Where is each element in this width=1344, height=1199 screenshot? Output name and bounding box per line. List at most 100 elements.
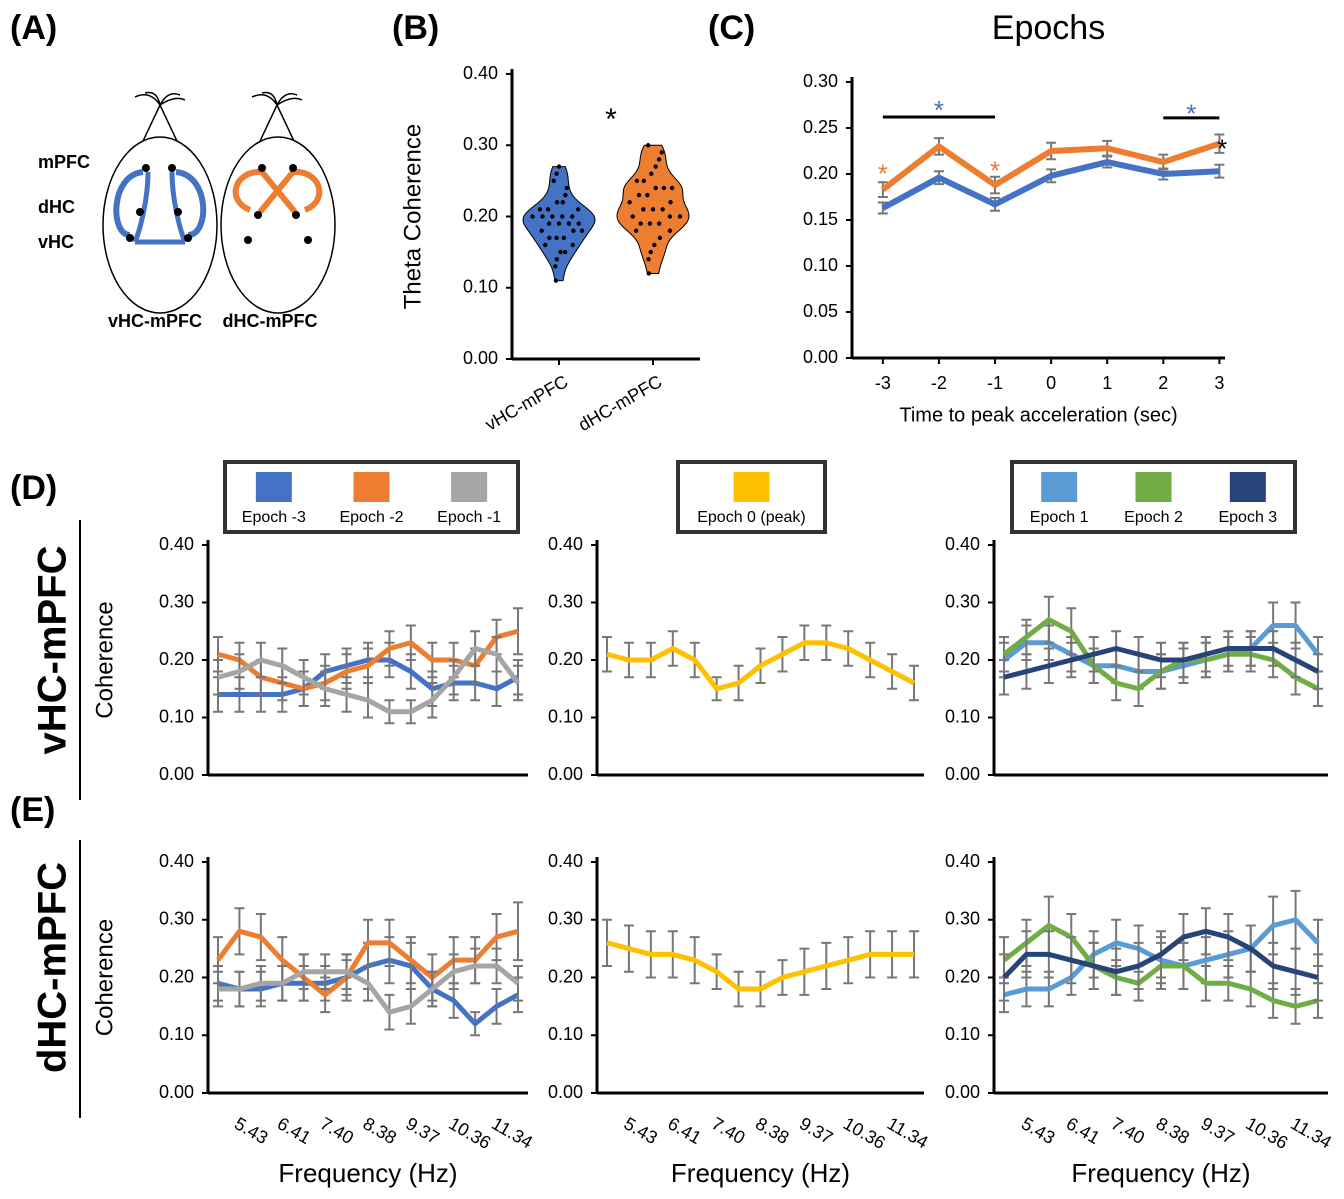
data-point [553, 264, 557, 268]
x-tick-label: 1 [1102, 373, 1112, 393]
panel-label: (E) [10, 791, 55, 829]
x-tick-label: -3 [875, 373, 891, 393]
legend-label: Epoch 2 [1124, 509, 1183, 526]
data-point [649, 250, 653, 254]
data-point [645, 193, 649, 197]
data-point [563, 250, 567, 254]
y-tick-label: 0.30 [548, 909, 583, 929]
y-tick-label: 0.20 [159, 649, 194, 669]
data-point [668, 214, 672, 218]
y-tick-label: 0.30 [463, 134, 498, 154]
data-point [668, 229, 672, 233]
region-label: mPFC [38, 152, 90, 172]
data-point [571, 229, 575, 233]
x-tick-label: dHC-mPFC [575, 371, 666, 435]
data-point [627, 200, 631, 204]
y-tick-label: 0.20 [803, 163, 838, 183]
y-tick-label: 0.10 [548, 706, 583, 726]
data-point [563, 193, 567, 197]
y-tick-label: 0.20 [159, 966, 194, 986]
y-axis-label: Theta Coherence [399, 124, 426, 309]
y-axis-label: Coherence [91, 919, 118, 1036]
legend-label: Epoch 0 (peak) [697, 509, 806, 526]
panel-label: (A) [10, 9, 57, 47]
y-tick-label: 0.30 [159, 909, 194, 929]
x-tick-label: 7.40 [1108, 1113, 1148, 1148]
data-point [561, 200, 565, 204]
chart-title: Epochs [992, 9, 1105, 47]
data-point [641, 207, 645, 211]
data-point [560, 214, 564, 218]
y-tick-label: 0.05 [803, 301, 838, 321]
y-tick-label: 0.40 [159, 851, 194, 871]
y-tick-label: 0.00 [463, 348, 498, 368]
pathway-label: dHC-mPFC [223, 311, 318, 331]
data-point [631, 214, 635, 218]
x-tick-label: 0 [1046, 373, 1056, 393]
x-tick-label: 8.38 [1153, 1113, 1193, 1148]
data-point [543, 243, 547, 247]
data-point [660, 150, 664, 154]
x-axis-label: Frequency (Hz) [671, 1158, 850, 1188]
legend-label: Epoch 3 [1218, 509, 1277, 526]
data-point [646, 257, 650, 261]
x-axis-label: Frequency (Hz) [1071, 1158, 1250, 1188]
y-tick-label: 0.25 [803, 117, 838, 137]
y-tick-label: 0.10 [548, 1024, 583, 1044]
x-tick-label: 9.37 [402, 1113, 442, 1148]
data-point [546, 207, 550, 211]
y-tick-label: 0.20 [548, 966, 583, 986]
y-tick-label: 0.00 [803, 347, 838, 367]
x-tick-label: 10.36 [840, 1113, 889, 1153]
panel-label: (D) [10, 469, 57, 507]
region-label: vHC [38, 232, 74, 252]
x-tick-label: 6.41 [274, 1113, 314, 1148]
y-tick-label: 0.40 [945, 851, 980, 871]
x-tick-label: -2 [931, 373, 947, 393]
data-point [670, 186, 674, 190]
row-label: dHC-mPFC [31, 862, 75, 1073]
x-tick-label: 10.36 [1242, 1113, 1291, 1153]
y-tick-label: 0.10 [803, 255, 838, 275]
y-tick-label: 0.00 [945, 764, 980, 784]
figure: (A) mPFC dHC vHC vHC-mPFC dHC-mPFC (B)0.… [0, 0, 1344, 1199]
x-tick-label: 5.43 [1018, 1113, 1058, 1148]
data-point [557, 164, 561, 168]
legend-swatch [1041, 472, 1077, 502]
data-point [547, 236, 551, 240]
y-tick-label: 0.30 [945, 591, 980, 611]
x-tick-label: vHC-mPFC [482, 371, 572, 434]
y-tick-label: 0.40 [548, 534, 583, 554]
x-tick-label: 8.38 [752, 1113, 792, 1148]
legend-swatch [354, 472, 390, 502]
data-point [638, 221, 642, 225]
brain-right [221, 137, 335, 313]
data-point [570, 214, 574, 218]
data-point [552, 179, 556, 183]
data-point [637, 193, 641, 197]
x-tick-label: 11.34 [488, 1113, 536, 1152]
row-label: vHC-mPFC [31, 546, 75, 755]
data-point [642, 179, 646, 183]
y-tick-label: 0.10 [945, 706, 980, 726]
data-point [657, 221, 661, 225]
y-tick-label: 0.40 [945, 534, 980, 554]
y-tick-label: 0.10 [945, 1024, 980, 1044]
data-point [668, 200, 672, 204]
x-tick-label: 11.34 [884, 1113, 932, 1152]
data-point [558, 250, 562, 254]
whiskers [252, 93, 302, 106]
significance: * [605, 103, 617, 136]
y-tick-label: 0.30 [548, 591, 583, 611]
x-tick-label: 7.40 [317, 1113, 357, 1148]
region-label: dHC [38, 197, 75, 217]
data-point [634, 229, 638, 233]
y-tick-label: 0.30 [159, 591, 194, 611]
legend-label: Epoch -3 [242, 509, 306, 526]
significance: * [990, 156, 1000, 186]
data-point [576, 207, 580, 211]
y-tick-label: 0.40 [463, 63, 498, 83]
data-point [658, 236, 662, 240]
significance: * [878, 158, 888, 188]
x-tick-label: 7.40 [708, 1113, 748, 1148]
